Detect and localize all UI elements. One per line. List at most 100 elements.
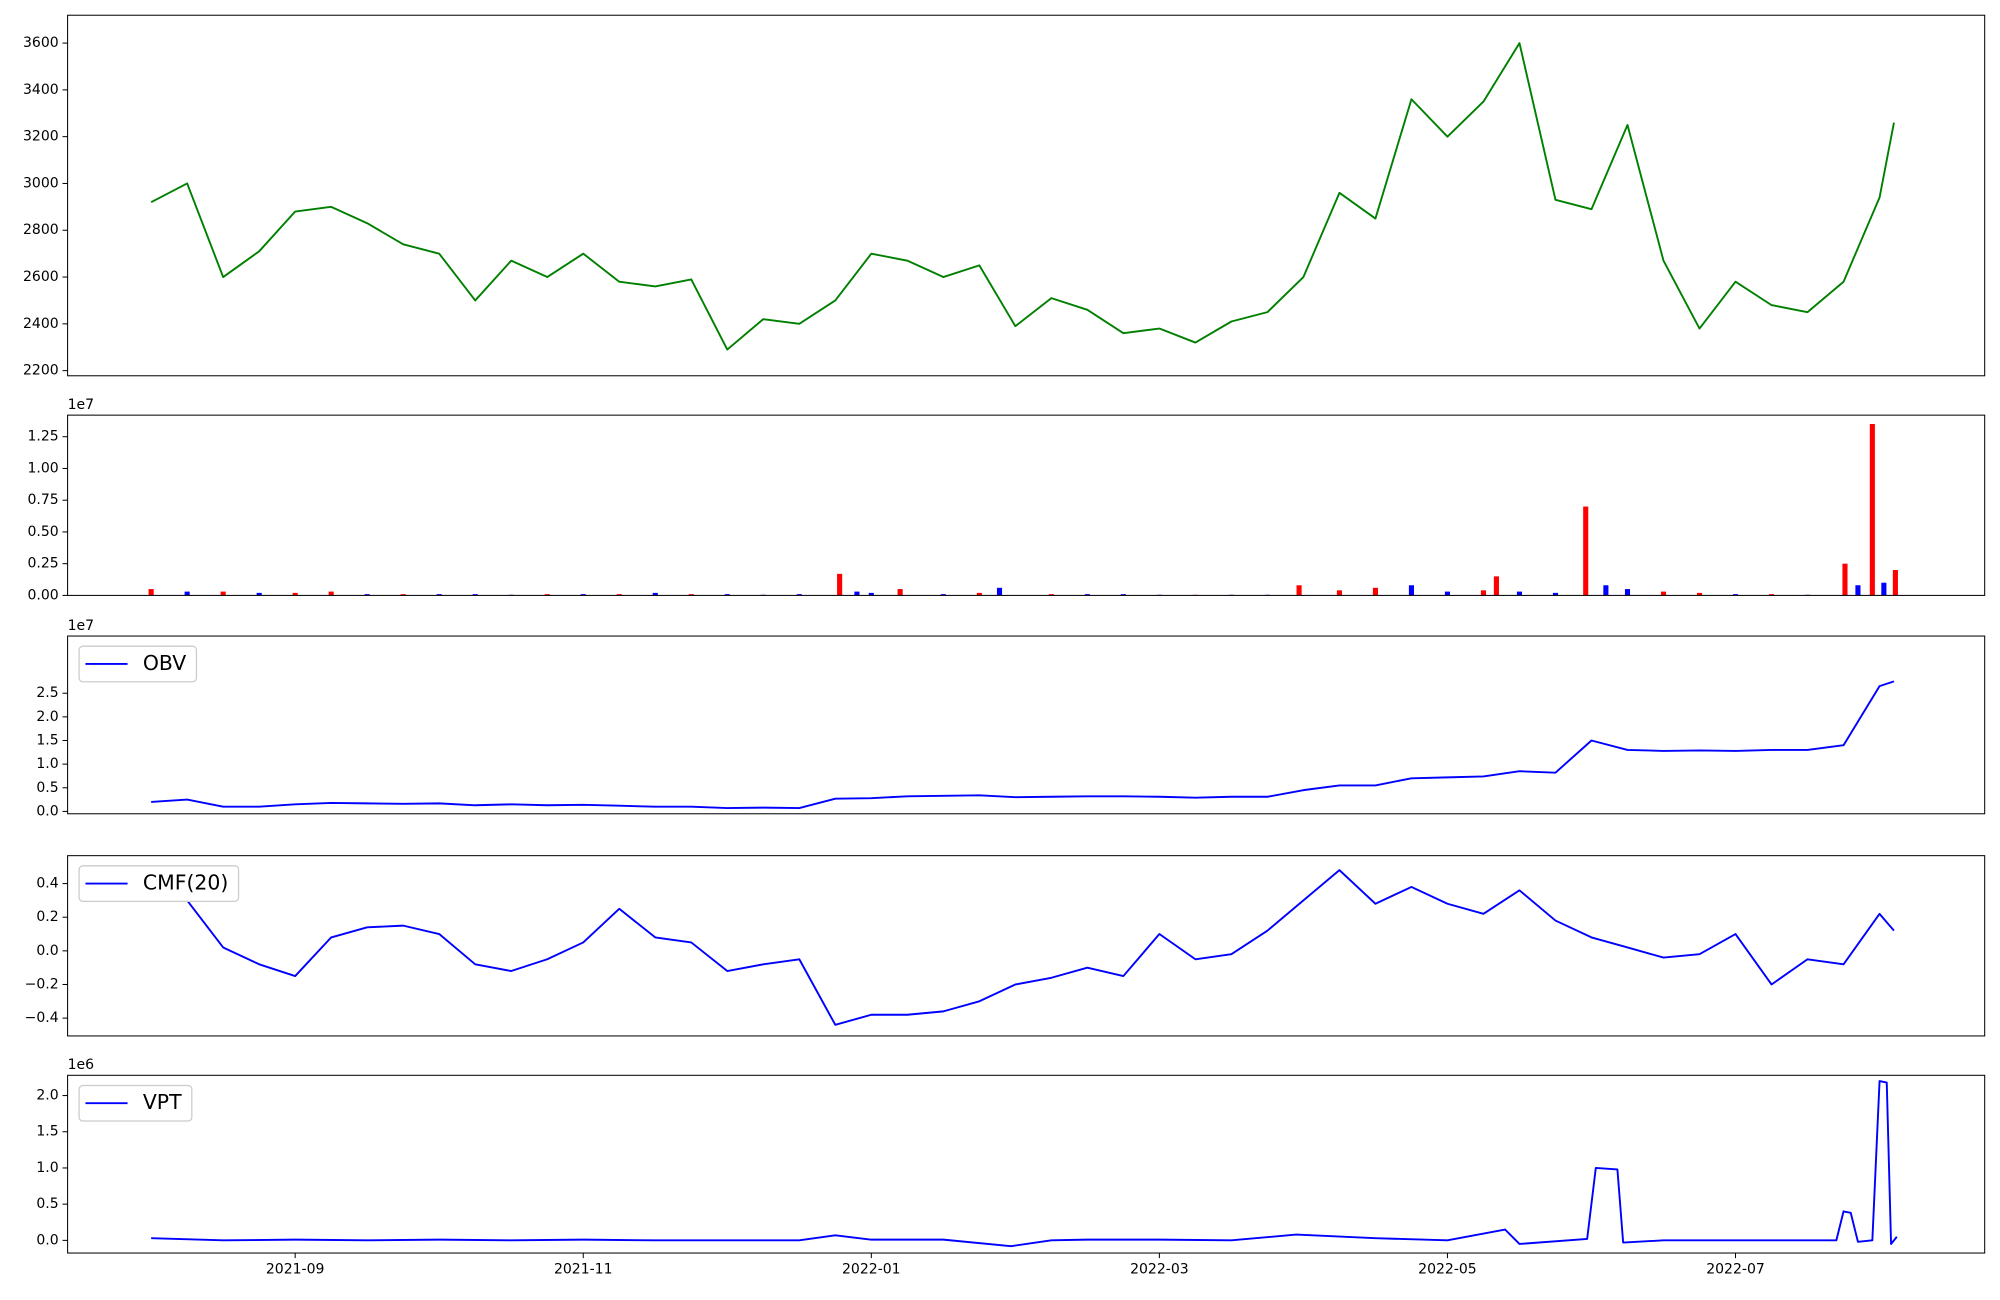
bar bbox=[364, 594, 370, 596]
bar bbox=[544, 594, 550, 596]
bar bbox=[184, 591, 190, 596]
y-tick-label: 0.2 bbox=[36, 909, 58, 925]
axes-frame bbox=[67, 14, 1986, 377]
bar bbox=[976, 592, 982, 596]
y-tick-label: 2400 bbox=[23, 316, 59, 332]
y-tick-label: 3000 bbox=[23, 175, 59, 191]
y-tick-label: 0.00 bbox=[27, 587, 58, 603]
bar bbox=[1493, 576, 1499, 596]
bar bbox=[1408, 585, 1414, 596]
bar bbox=[1732, 594, 1739, 596]
bar bbox=[580, 594, 586, 596]
bar bbox=[1881, 582, 1887, 596]
bar bbox=[868, 592, 874, 596]
bar bbox=[220, 591, 226, 596]
bar bbox=[1842, 563, 1848, 596]
y-tick-label: 1.0 bbox=[36, 756, 58, 772]
y-tick-label: 2600 bbox=[23, 269, 59, 285]
bar bbox=[1336, 590, 1342, 596]
legend-label: CMF(20) bbox=[143, 871, 228, 895]
bar bbox=[616, 594, 622, 596]
offset-label: 1e7 bbox=[68, 618, 94, 634]
y-tick-label: 1.5 bbox=[36, 1124, 58, 1140]
plot-area bbox=[67, 855, 1985, 1036]
bar bbox=[1296, 585, 1302, 596]
axes-frame bbox=[67, 1074, 1986, 1254]
y-tick-label: 0.0 bbox=[36, 803, 58, 819]
bar bbox=[436, 594, 442, 596]
plot-area bbox=[67, 1075, 1985, 1254]
bar bbox=[1768, 594, 1775, 596]
bar bbox=[1660, 591, 1667, 596]
y-tick-label: 2200 bbox=[23, 363, 59, 379]
axes-frame bbox=[67, 635, 1986, 815]
bar bbox=[328, 591, 334, 596]
line bbox=[151, 1080, 1898, 1248]
x-tick-label: 2022-07 bbox=[1706, 1262, 1765, 1278]
bar bbox=[1552, 592, 1559, 596]
legend-box bbox=[78, 645, 198, 683]
y-tick-label: 0.0 bbox=[36, 943, 58, 959]
legend-box bbox=[78, 1084, 193, 1122]
y-tick-label: 0.75 bbox=[27, 492, 58, 508]
bar bbox=[940, 594, 946, 596]
bar bbox=[1444, 591, 1450, 596]
y-tick-label: 3400 bbox=[23, 82, 59, 98]
y-tick-label: 1.5 bbox=[36, 733, 58, 749]
y-tick-label: 0.4 bbox=[36, 876, 58, 892]
x-tick-label: 2022-05 bbox=[1418, 1262, 1477, 1278]
bar bbox=[1696, 592, 1703, 596]
y-tick-label: 1.25 bbox=[27, 429, 58, 445]
legend-label: VPT bbox=[143, 1090, 182, 1114]
axes-frame bbox=[67, 414, 1986, 596]
y-tick-label: 1.00 bbox=[27, 460, 58, 476]
axes-frame bbox=[67, 855, 1986, 1037]
x-tick-label: 2021-11 bbox=[554, 1262, 613, 1278]
y-tick-label: 3200 bbox=[23, 129, 59, 145]
plot-area bbox=[67, 415, 1985, 596]
plot-area bbox=[67, 15, 1985, 376]
legend-label: OBV bbox=[143, 651, 186, 675]
y-tick-label: 2800 bbox=[23, 222, 59, 238]
bar bbox=[1892, 570, 1898, 596]
bar bbox=[1516, 591, 1523, 596]
y-tick-label: −0.2 bbox=[25, 976, 59, 992]
y-tick-label: 0.0 bbox=[36, 1232, 58, 1248]
y-tick-label: 0.5 bbox=[36, 1196, 58, 1212]
y-tick-label: 2.0 bbox=[36, 709, 58, 725]
bar bbox=[996, 587, 1003, 596]
bar bbox=[1624, 589, 1631, 596]
bar bbox=[256, 592, 262, 596]
bar bbox=[1603, 585, 1609, 596]
bar bbox=[688, 594, 694, 596]
bar bbox=[796, 594, 802, 596]
bar bbox=[1480, 590, 1487, 596]
bar bbox=[292, 592, 298, 596]
bar bbox=[1084, 594, 1090, 596]
bar bbox=[854, 591, 860, 596]
y-tick-label: 0.5 bbox=[36, 780, 58, 796]
y-tick-label: 2.0 bbox=[36, 1088, 58, 1104]
y-tick-label: 1.0 bbox=[36, 1160, 58, 1176]
y-tick-label: 0.50 bbox=[27, 524, 58, 540]
plot-area bbox=[67, 636, 1985, 814]
x-tick-label: 2021-09 bbox=[266, 1262, 325, 1278]
y-tick-label: 0.25 bbox=[27, 556, 58, 572]
bar bbox=[400, 594, 406, 596]
bar bbox=[148, 589, 154, 596]
bar bbox=[1048, 594, 1054, 596]
bar bbox=[1120, 594, 1126, 596]
bar bbox=[652, 592, 658, 596]
y-tick-label: 2.5 bbox=[36, 685, 58, 701]
offset-label: 1e7 bbox=[68, 397, 94, 413]
bar bbox=[1869, 424, 1875, 596]
bar bbox=[472, 594, 478, 596]
offset-label: 1e6 bbox=[68, 1057, 95, 1073]
bar bbox=[837, 573, 843, 596]
line bbox=[151, 869, 1895, 1026]
line bbox=[151, 680, 1895, 810]
bar bbox=[897, 589, 903, 596]
x-tick-label: 2022-03 bbox=[1130, 1262, 1189, 1278]
line bbox=[150, 42, 1895, 351]
legend-box bbox=[78, 865, 240, 903]
